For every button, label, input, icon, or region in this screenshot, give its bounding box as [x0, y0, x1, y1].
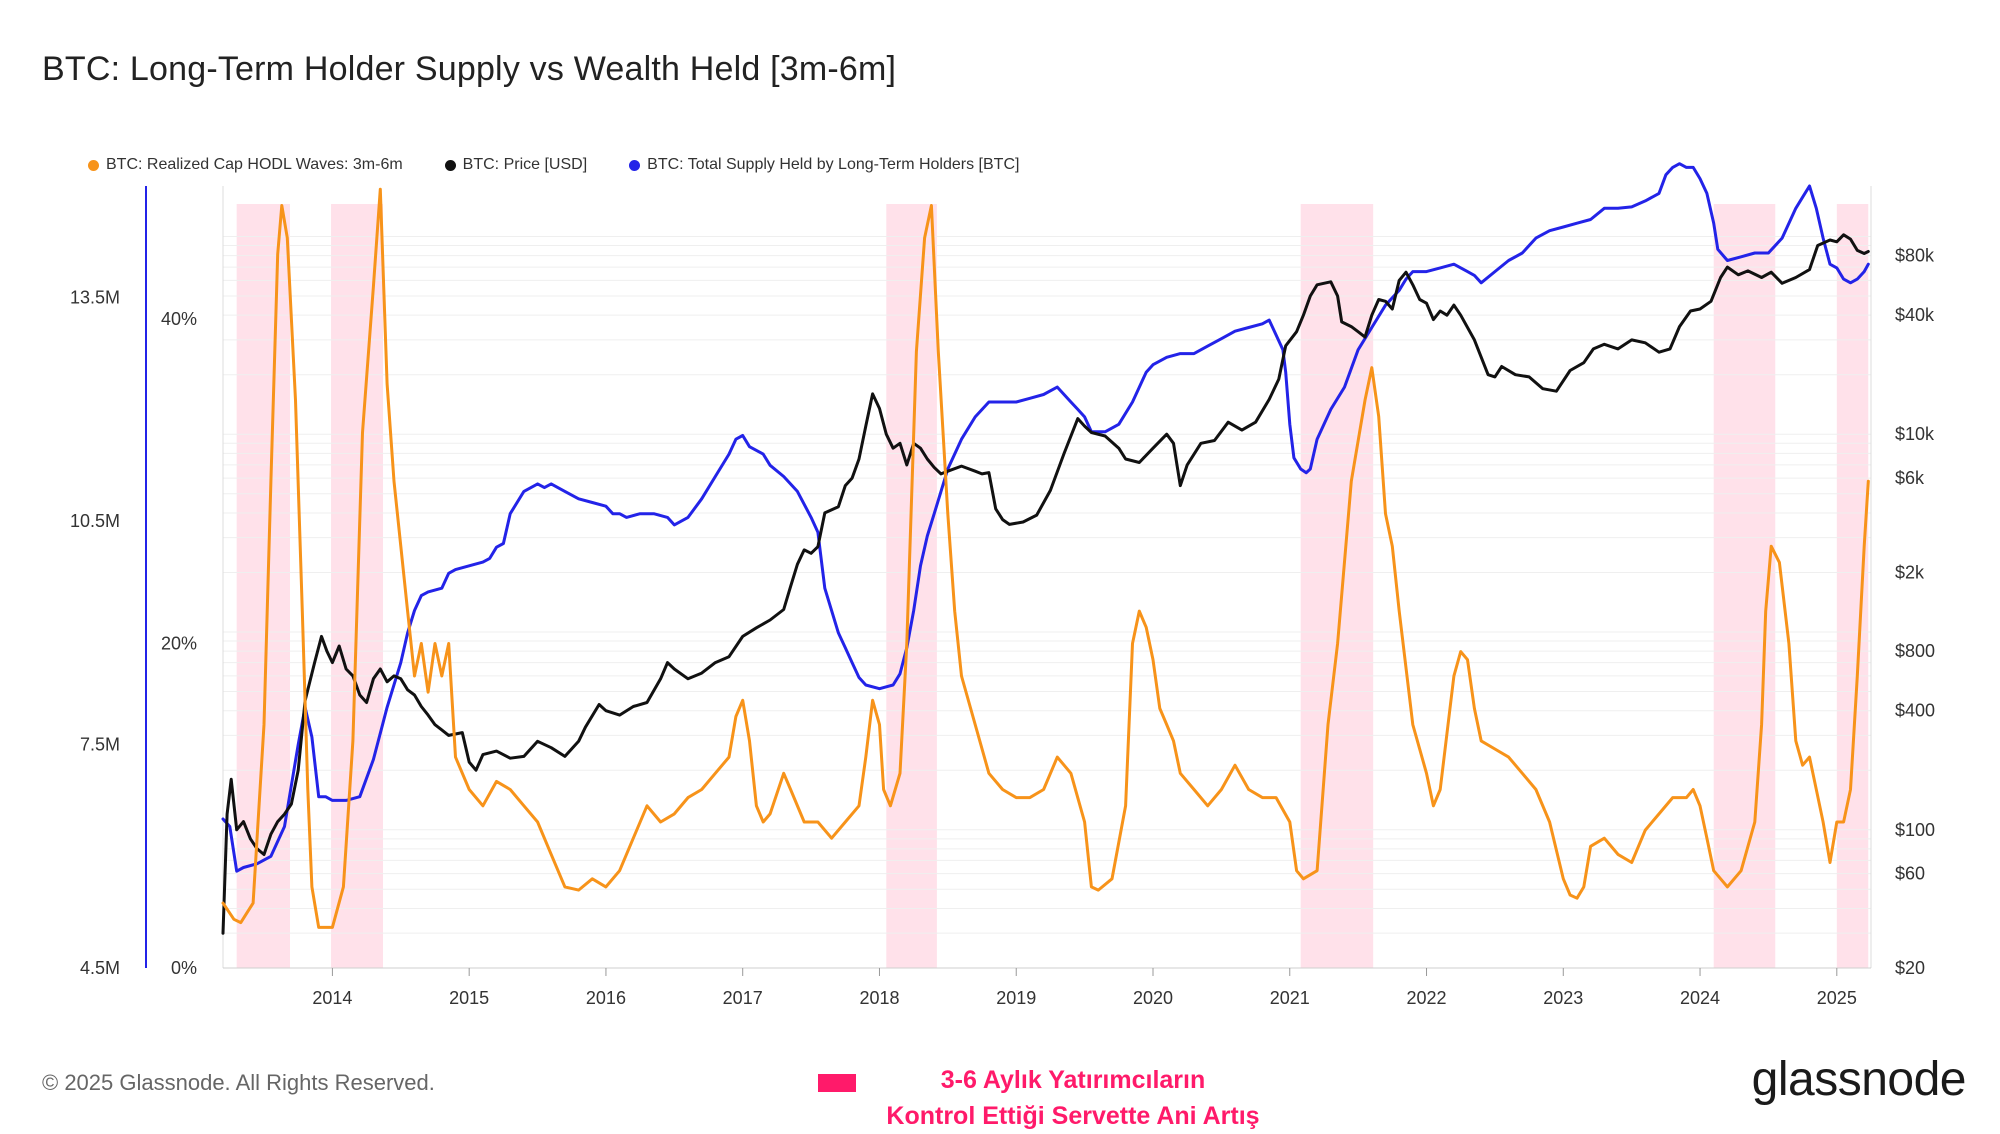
x-tick-label-2014: 2014 — [312, 988, 352, 1008]
y-left-percent-tick-0%: 0% — [171, 958, 197, 978]
legend-label-hodl-waves: BTC: Realized Cap HODL Waves: 3m-6m — [106, 156, 403, 173]
legend-label-lth-supply: BTC: Total Supply Held by Long-Term Hold… — [647, 156, 1020, 173]
annotation-line-2: Kontrol Ettiği Servette Ani Artış — [886, 1102, 1260, 1130]
x-tick-label-2016: 2016 — [586, 988, 626, 1008]
legend-dot-lth-supply — [629, 159, 641, 171]
y-right-price-tick-$6k: $6k — [1895, 468, 1925, 488]
y-right-price-tick-$40k: $40k — [1895, 305, 1935, 325]
x-tick-label-2025: 2025 — [1817, 988, 1857, 1008]
y-right-price-tick-$10k: $10k — [1895, 424, 1935, 444]
annotation-text: 3-6 Aylık Yatırımcıların Kontrol Ettiği … — [848, 1062, 1298, 1134]
x-tick-label-2020: 2020 — [1133, 988, 1173, 1008]
legend-label-price: BTC: Price [USD] — [462, 156, 588, 173]
gridlines — [223, 235, 1871, 969]
axis-labels: 2014 2015 2016 2017 2018 2019 2020 2021 2022 2023… — [70, 246, 1935, 1008]
y-right-price-tick-$2k: $2k — [1895, 562, 1925, 582]
x-tick-label-2022: 2022 — [1406, 988, 1446, 1008]
x-tick-label-2015: 2015 — [449, 988, 489, 1008]
x-tick-label-2024: 2024 — [1680, 988, 1720, 1008]
y-right-price-tick-$60: $60 — [1895, 864, 1925, 884]
annotation-line-1: 3-6 Aylık Yatırımcıların — [940, 1066, 1206, 1094]
y-left-supply-tick-10.5M: 10.5M — [70, 511, 120, 531]
y-left-supply-tick-4.5M: 4.5M — [80, 958, 120, 978]
highlight-period-2 — [886, 204, 937, 968]
y-left-percent-tick-20%: 20% — [161, 634, 197, 654]
y-right-price-tick-$400: $400 — [1895, 701, 1935, 721]
legend-dot-price — [444, 159, 456, 171]
series-line-percent — [221, 187, 1870, 929]
glassnode-logo: glassnode — [1751, 1053, 1967, 1106]
y-right-price-tick-$20: $20 — [1895, 958, 1925, 978]
y-right-price-tick-$800: $800 — [1895, 641, 1935, 661]
series-line-price — [221, 233, 1870, 935]
y-right-price-tick-$80k: $80k — [1895, 246, 1935, 266]
series-line-supply — [221, 162, 1870, 873]
legend: BTC: Realized Cap HODL Waves: 3m-6m BTC:… — [88, 156, 1019, 174]
x-tick-label-2021: 2021 — [1270, 988, 1310, 1008]
y-left-supply-tick-7.5M: 7.5M — [80, 735, 120, 755]
y-left-supply-tick-13.5M: 13.5M — [70, 288, 120, 308]
chart-title: BTC: Long-Term Holder Supply vs Wealth H… — [42, 50, 897, 88]
x-tick-label-2018: 2018 — [859, 988, 899, 1008]
legend-item-price[interactable]: BTC: Price [USD] — [444, 156, 588, 174]
series-group — [221, 162, 1870, 935]
legend-dot-hodl-waves — [88, 159, 99, 171]
highlight-periods — [236, 204, 1869, 968]
highlight-period-3 — [1300, 204, 1374, 968]
x-tick-label-2019: 2019 — [996, 988, 1036, 1008]
legend-item-lth-supply[interactable]: BTC: Total Supply Held by Long-Term Hold… — [629, 156, 1019, 174]
copyright-text: © 2025 Glassnode. All Rights Reserved. — [42, 1070, 435, 1095]
annotation-swatch — [818, 1074, 856, 1092]
y-left-percent-tick-40%: 40% — [161, 309, 197, 329]
y-right-price-tick-$100: $100 — [1895, 820, 1935, 840]
legend-item-hodl-waves[interactable]: BTC: Realized Cap HODL Waves: 3m-6m — [88, 156, 403, 174]
highlight-period-4 — [1713, 204, 1776, 968]
x-tick-label-2023: 2023 — [1543, 988, 1583, 1008]
x-tick-label-2017: 2017 — [723, 988, 763, 1008]
highlight-period-0 — [236, 204, 291, 968]
